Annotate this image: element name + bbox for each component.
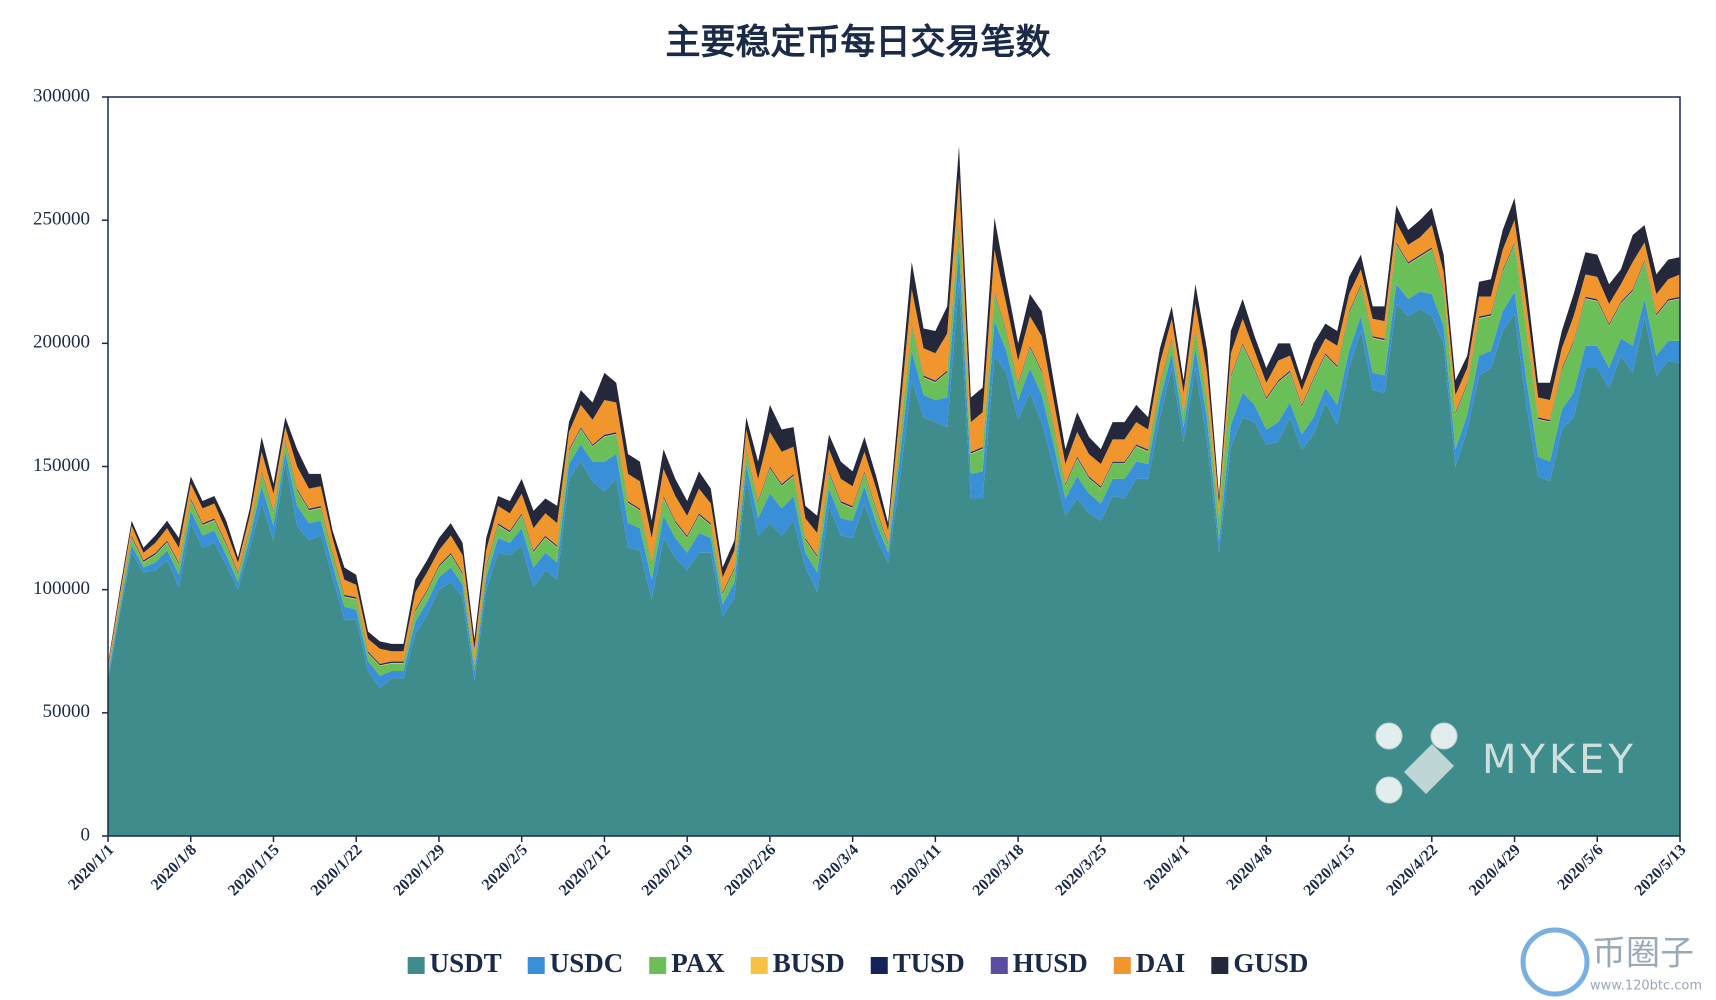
- y-tick-label: 100000: [33, 578, 90, 599]
- logo-dot: [1430, 722, 1458, 750]
- legend-item: TUSD: [870, 948, 965, 978]
- legend-swatch: [1113, 957, 1131, 974]
- legend-label: USDT: [430, 948, 502, 978]
- y-tick-label: 150000: [33, 455, 90, 476]
- logo-dot: [1375, 776, 1403, 804]
- legend-swatch: [870, 957, 888, 974]
- chart-title: 主要稳定币每日交易笔数: [665, 22, 1050, 62]
- legend: USDT USDC PAX BUSD TUSD HUSD DAI GUSD: [407, 948, 1308, 978]
- logo-dot: [1375, 722, 1403, 750]
- legend-swatch: [750, 957, 768, 974]
- corner-text: 币圈子: [1592, 934, 1694, 974]
- area-series: [108, 281, 1680, 836]
- corner-logo: [1520, 927, 1590, 997]
- y-tick-label: 250000: [33, 209, 90, 230]
- legend-label: DAI: [1136, 948, 1186, 978]
- legend-swatch: [1211, 957, 1229, 974]
- legend-item: BUSD: [750, 948, 845, 978]
- y-tick-label: 300000: [33, 85, 90, 106]
- legend-item: USDT: [407, 948, 502, 978]
- legend-swatch: [990, 957, 1008, 974]
- legend-swatch: [527, 957, 545, 974]
- legend-item: PAX: [649, 948, 725, 978]
- y-tick-label: 200000: [33, 332, 90, 353]
- legend-item: HUSD: [990, 948, 1088, 978]
- legend-label: BUSD: [773, 948, 845, 978]
- legend-item: USDC: [527, 948, 624, 978]
- legend-label: GUSD: [1233, 948, 1308, 978]
- legend-label: USDC: [550, 948, 624, 978]
- watermark-logo: MYKEY: [1375, 722, 1637, 804]
- y-tick-label: 50000: [43, 701, 91, 722]
- legend-item: GUSD: [1211, 948, 1308, 978]
- legend-swatch: [407, 957, 425, 974]
- legend-swatch: [649, 957, 667, 974]
- watermark-text: MYKEY: [1482, 737, 1637, 783]
- y-tick-label: 0: [81, 824, 91, 845]
- corner-watermark: 币圈子 www.120btc.com: [1520, 927, 1702, 997]
- corner-url: www.120btc.com: [1590, 979, 1702, 994]
- legend-label: HUSD: [1013, 948, 1088, 978]
- legend-item: DAI: [1113, 948, 1186, 978]
- logo-shape: [1404, 744, 1454, 794]
- legend-label: PAX: [671, 948, 725, 978]
- legend-label: TUSD: [893, 948, 965, 978]
